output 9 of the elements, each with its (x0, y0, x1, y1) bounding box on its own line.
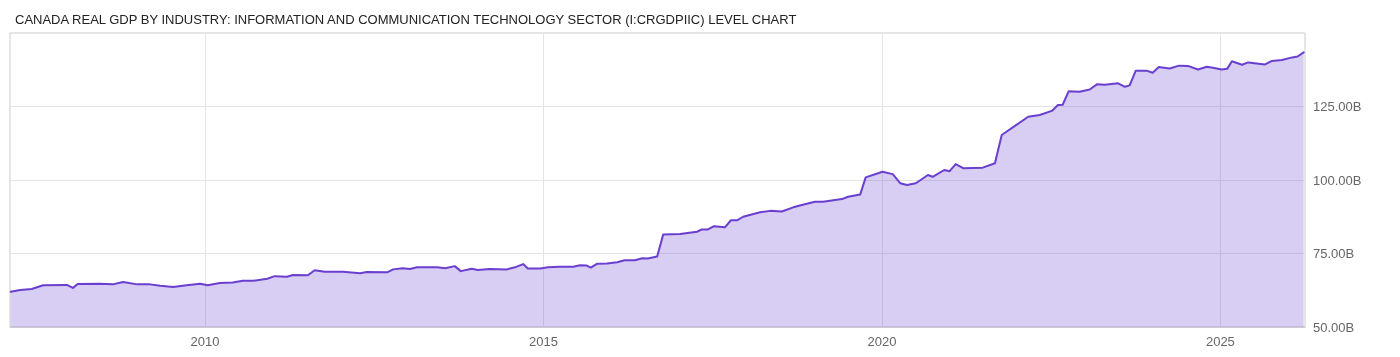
x-tick-label: 2010 (190, 334, 220, 349)
y-tick-label: 100.00B (1313, 172, 1362, 188)
chart-title: CANADA REAL GDP BY INDUSTRY: INFORMATION AND COMMUNICATION TECHNOLOGY SECTOR (I:CRGDPIIC) LEVEL CHART (15, 12, 797, 27)
y-tick-label: 75.00B (1313, 246, 1355, 261)
x-tick-label: 2025 (1205, 334, 1235, 349)
x-tick-label: 2020 (867, 334, 897, 349)
x-tick-label: 2015 (528, 334, 558, 349)
y-tick-label: 50.00B (1313, 319, 1355, 335)
y-tick-label: 125.00B (1313, 99, 1362, 114)
